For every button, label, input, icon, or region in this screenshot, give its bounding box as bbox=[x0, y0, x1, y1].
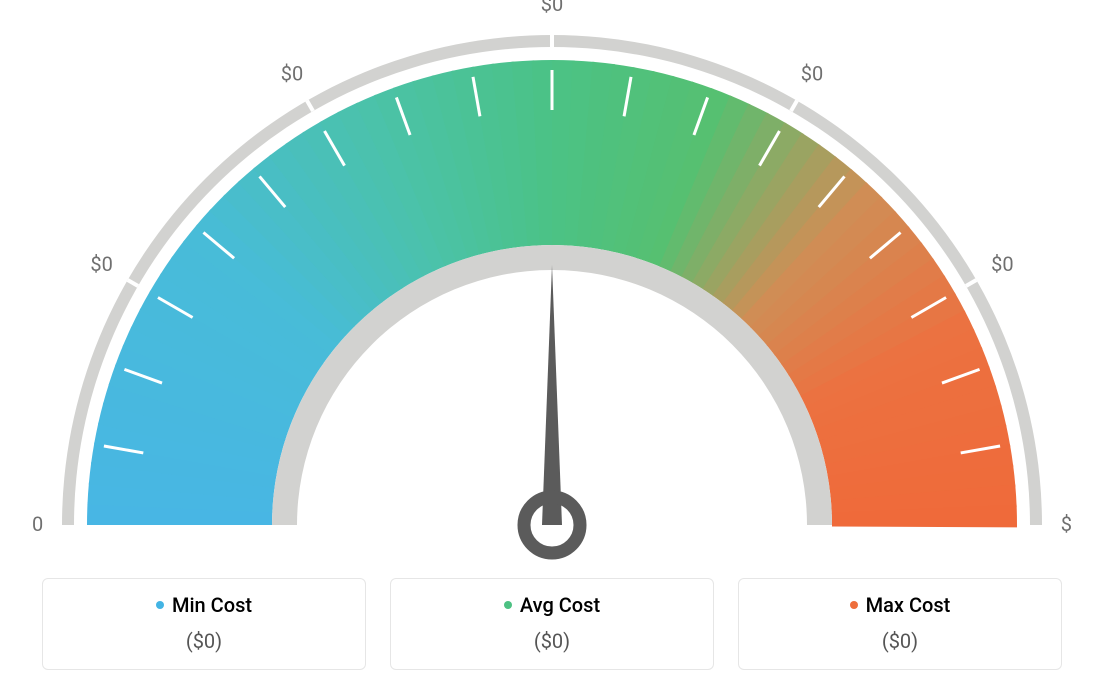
gauge-svg: $0 $0 $0 $0 $0 $0 $0 bbox=[32, 0, 1072, 560]
legend-value-min: ($0) bbox=[43, 629, 365, 653]
legend-row: Min Cost ($0) Avg Cost ($0) Max Cost ($0… bbox=[42, 578, 1062, 670]
legend-dot-min bbox=[156, 601, 164, 609]
legend-title-avg: Avg Cost bbox=[504, 593, 600, 617]
svg-text:$0: $0 bbox=[90, 252, 112, 276]
legend-label-avg: Avg Cost bbox=[520, 593, 600, 617]
svg-text:$0: $0 bbox=[991, 252, 1013, 276]
legend-title-min: Min Cost bbox=[156, 593, 252, 617]
gauge-chart: $0 $0 $0 $0 $0 $0 $0 bbox=[32, 0, 1072, 560]
legend-dot-max bbox=[850, 601, 858, 609]
legend-box-max: Max Cost ($0) bbox=[738, 578, 1062, 670]
svg-text:$0: $0 bbox=[541, 0, 563, 16]
legend-label-max: Max Cost bbox=[866, 593, 951, 617]
legend-box-avg: Avg Cost ($0) bbox=[390, 578, 714, 670]
svg-text:$0: $0 bbox=[32, 512, 43, 536]
svg-text:$0: $0 bbox=[281, 62, 303, 86]
legend-box-min: Min Cost ($0) bbox=[42, 578, 366, 670]
legend-label-min: Min Cost bbox=[172, 593, 252, 617]
legend-title-max: Max Cost bbox=[850, 593, 951, 617]
legend-dot-avg bbox=[504, 601, 512, 609]
svg-text:$0: $0 bbox=[1061, 512, 1072, 536]
svg-text:$0: $0 bbox=[801, 62, 823, 86]
legend-value-max: ($0) bbox=[739, 629, 1061, 653]
legend-value-avg: ($0) bbox=[391, 629, 713, 653]
